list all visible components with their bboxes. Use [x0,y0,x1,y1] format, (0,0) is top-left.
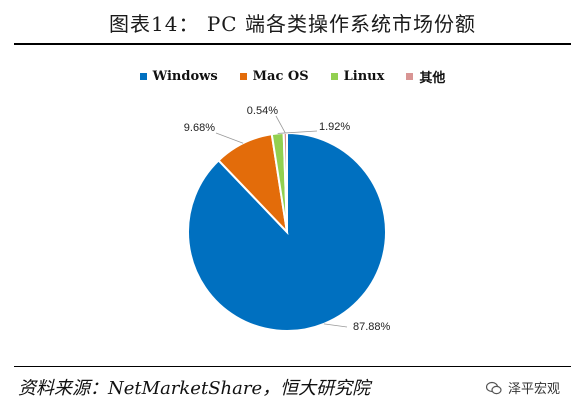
data-label-windows: 87.88% [353,321,391,333]
leader-line-other [275,115,286,134]
brand-label: 泽平宏观 [508,382,561,397]
wechat-icon [486,381,502,394]
legend-item-linux: Linux [330,67,385,86]
brand: 泽平宏观 [486,378,560,397]
legend-label-other: 其他 [419,71,446,86]
data-label-other: 0.54% [247,105,278,117]
bottom-rule [14,366,571,367]
leader-line-windows [323,323,348,328]
legend-item-other: 其他 [406,67,445,86]
legend-item-macos: Mac OS [239,67,309,86]
legend-swatch-linux [330,73,338,80]
legend-swatch-macos [239,73,247,80]
legend: Windows Mac OS Linux 其他 [0,67,585,86]
legend-swatch-other [406,73,414,80]
data-label-macos: 9.68% [184,122,215,134]
leader-line-linux [277,130,318,134]
legend-label-linux: Linux [343,69,385,84]
legend-swatch-windows [139,73,147,80]
top-rule [14,43,571,45]
legend-label-windows: Windows [152,69,218,84]
legend-item-windows: Windows [139,67,218,86]
legend-label-macos: Mac OS [252,69,309,84]
data-label-linux: 1.92% [319,121,350,133]
leader-line-macos [215,132,244,144]
source-note: 资料来源：NetMarketShare，恒大研究院 [18,378,371,399]
chart-title: 图表14： PC 端各类操作系统市场份额 [109,12,476,36]
